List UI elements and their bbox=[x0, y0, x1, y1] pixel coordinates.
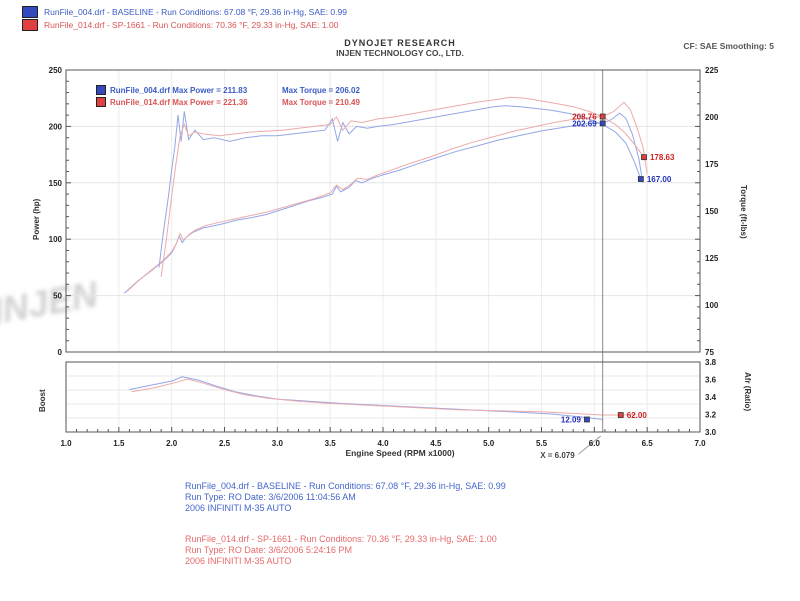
svg-text:202.69: 202.69 bbox=[572, 119, 597, 128]
baseline-run-conditions: RunFile_004.drf - BASELINE - Run Conditi… bbox=[44, 6, 347, 17]
curve-power-baseline bbox=[123, 112, 644, 294]
plot-borders bbox=[65, 69, 701, 433]
legend-sp1661-swatch bbox=[96, 97, 106, 107]
svg-text:100: 100 bbox=[705, 301, 719, 310]
svg-text:3.0: 3.0 bbox=[705, 428, 717, 437]
svg-text:6.0: 6.0 bbox=[589, 439, 601, 448]
curve-torque-baseline bbox=[158, 105, 642, 268]
baseline-max-power: RunFile_004.drf Max Power = 211.83 bbox=[110, 85, 248, 95]
sp1661-max-torque: Max Torque = 210.49 bbox=[282, 97, 360, 107]
power-axis-title: Power (hp) bbox=[32, 198, 41, 240]
svg-text:4.5: 4.5 bbox=[430, 439, 442, 448]
svg-text:0: 0 bbox=[58, 348, 63, 357]
run-legend-row-baseline: RunFile_004.drf - BASELINE - Run Conditi… bbox=[22, 5, 347, 18]
legend-row-sp1661: RunFile_014.drf Max Power = 221.36 Max T… bbox=[96, 96, 360, 108]
curve-afr-sp1661 bbox=[131, 378, 637, 416]
engine-speed-axis-title: Engine Speed (RPM x1000) bbox=[345, 448, 455, 458]
svg-text:225: 225 bbox=[705, 66, 719, 75]
baseline-info-line3: 2006 INFINITI M-35 AUTO bbox=[185, 503, 292, 513]
svg-text:62.00: 62.00 bbox=[627, 411, 648, 420]
svg-text:3.4: 3.4 bbox=[705, 393, 717, 402]
svg-text:3.6: 3.6 bbox=[705, 376, 717, 385]
curve-torque-sp1661 bbox=[160, 96, 645, 277]
svg-text:1.5: 1.5 bbox=[113, 439, 125, 448]
svg-text:150: 150 bbox=[705, 207, 719, 216]
sp1661-info-line2: Run Type: RO Date: 3/6/2006 5:24:16 PM bbox=[185, 545, 352, 555]
svg-text:200: 200 bbox=[49, 122, 63, 131]
boost-axis-title: Boost bbox=[38, 389, 47, 412]
svg-text:2.0: 2.0 bbox=[166, 439, 178, 448]
axis-tick-labels: 250 200 150 100 50 0 225 200 175 150 125 100 75 1.0 1.… bbox=[49, 66, 719, 448]
baseline-info-line1: RunFile_004.drf - BASELINE - Run Conditi… bbox=[185, 481, 506, 491]
company-title: INJEN TECHNOLOGY CO., LTD. bbox=[336, 48, 464, 58]
curve-afr-baseline bbox=[129, 376, 603, 420]
max-values-legend: RunFile_004.drf Max Power = 211.83 Max T… bbox=[96, 84, 360, 108]
curve-power-sp1661 bbox=[126, 101, 648, 292]
dyno-chart-svg: 250 200 150 100 50 0 225 200 175 150 125 100 75 1.0 1.… bbox=[49, 66, 719, 460]
svg-text:3.0: 3.0 bbox=[272, 439, 284, 448]
sp1661-info-line1: RunFile_014.drf - SP-1661 - Run Conditio… bbox=[185, 534, 497, 544]
report-header: DYNOJET RESEARCH INJEN TECHNOLOGY CO., L… bbox=[0, 38, 800, 58]
svg-text:7.0: 7.0 bbox=[694, 439, 706, 448]
sp1661-color-swatch bbox=[22, 18, 38, 31]
dyno-chart: 250 200 150 100 50 0 225 200 175 150 125 100 75 1.0 1.… bbox=[20, 58, 780, 478]
cursor-line[interactable] bbox=[578, 70, 604, 455]
afr-axis-title: Afr (Ratio) bbox=[743, 372, 752, 412]
svg-text:3.2: 3.2 bbox=[705, 411, 717, 420]
svg-text:178.63: 178.63 bbox=[650, 153, 675, 162]
svg-text:4.0: 4.0 bbox=[377, 439, 389, 448]
svg-text:100: 100 bbox=[49, 235, 63, 244]
baseline-max-torque: Max Torque = 206.02 bbox=[282, 85, 360, 95]
svg-text:X = 6.079: X = 6.079 bbox=[540, 451, 575, 460]
baseline-color-swatch bbox=[22, 5, 38, 18]
svg-text:200: 200 bbox=[705, 113, 719, 122]
svg-text:1.0: 1.0 bbox=[60, 439, 72, 448]
svg-text:150: 150 bbox=[49, 179, 63, 188]
svg-text:175: 175 bbox=[705, 160, 719, 169]
svg-text:2.5: 2.5 bbox=[219, 439, 231, 448]
baseline-info-line2: Run Type: RO Date: 3/6/2006 11:04:56 AM bbox=[185, 492, 356, 502]
run-file-legend: RunFile_004.drf - BASELINE - Run Conditi… bbox=[22, 5, 347, 31]
svg-text:6.5: 6.5 bbox=[642, 439, 654, 448]
sp1661-run-info: RunFile_014.drf - SP-1661 - Run Conditio… bbox=[185, 534, 497, 567]
svg-text:250: 250 bbox=[49, 66, 63, 75]
dyno-curves bbox=[123, 96, 648, 420]
legend-row-baseline: RunFile_004.drf Max Power = 211.83 Max T… bbox=[96, 84, 360, 96]
svg-text:125: 125 bbox=[705, 254, 719, 263]
svg-text:50: 50 bbox=[53, 292, 62, 301]
legend-baseline-swatch bbox=[96, 85, 106, 95]
run-legend-row-sp1661: RunFile_014.drf - SP-1661 - Run Conditio… bbox=[22, 18, 347, 31]
correction-smoothing-info: CF: SAE Smoothing: 5 bbox=[683, 41, 774, 51]
gridlines bbox=[66, 70, 700, 432]
sp1661-max-power: RunFile_014.drf Max Power = 221.36 bbox=[110, 97, 248, 107]
svg-text:208.76: 208.76 bbox=[572, 113, 597, 122]
torque-axis-title: Torque (ft-lbs) bbox=[739, 185, 748, 239]
svg-text:12.09: 12.09 bbox=[561, 415, 582, 424]
baseline-run-info: RunFile_004.drf - BASELINE - Run Conditi… bbox=[185, 481, 506, 514]
sp1661-run-conditions: RunFile_014.drf - SP-1661 - Run Conditio… bbox=[44, 19, 339, 30]
svg-text:3.5: 3.5 bbox=[325, 439, 337, 448]
svg-text:167.00: 167.00 bbox=[647, 175, 672, 184]
svg-text:5.5: 5.5 bbox=[536, 439, 548, 448]
svg-text:75: 75 bbox=[705, 348, 714, 357]
dynojet-title: DYNOJET RESEARCH bbox=[344, 38, 456, 48]
sp1661-info-line3: 2006 INFINITI M-35 AUTO bbox=[185, 556, 292, 566]
svg-text:3.8: 3.8 bbox=[705, 358, 717, 367]
svg-text:5.0: 5.0 bbox=[483, 439, 495, 448]
